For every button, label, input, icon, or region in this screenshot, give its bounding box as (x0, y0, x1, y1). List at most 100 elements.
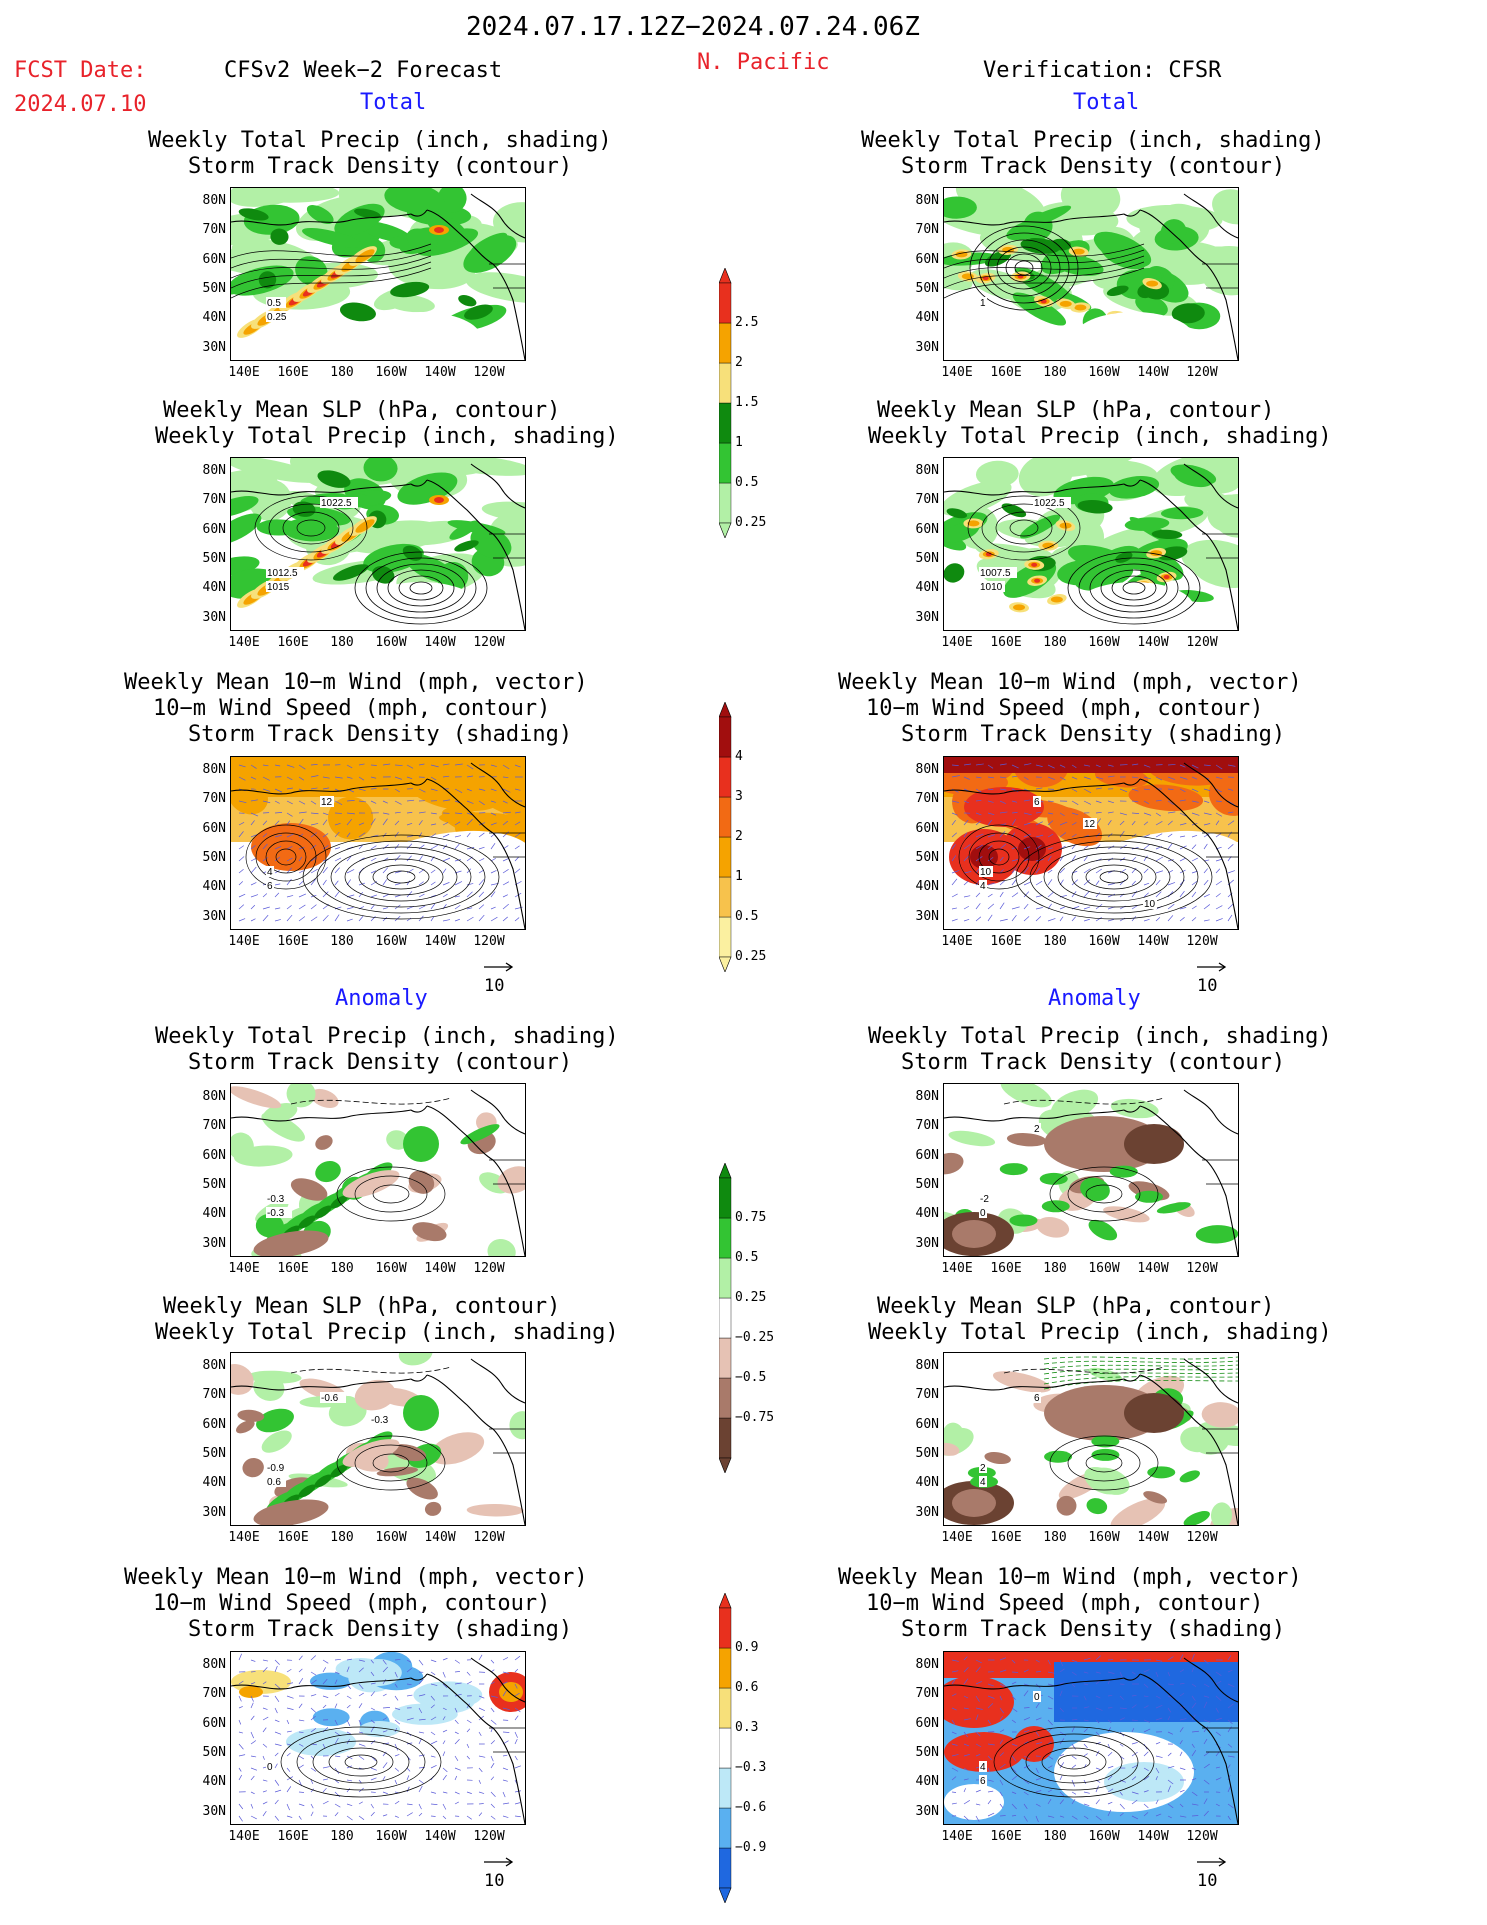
p9-title-2: 10−m Wind Speed (mph, contour) (153, 1591, 551, 1616)
map-panel-p3: 4 6 12 (230, 756, 526, 930)
lat-tick-label: 60N (915, 251, 939, 267)
lon-tick-label: 160W (375, 1829, 407, 1844)
colorbar-tick-label: 0.3 (735, 1720, 759, 1735)
lat-tick-label: 40N (202, 1774, 226, 1790)
fcst-date-label: FCST Date: (14, 58, 147, 83)
map-canvas: 1012.5 1015 1022.5 (231, 458, 525, 630)
p6-title-3: Storm Track Density (shading) (901, 722, 1286, 747)
lon-tick-label: 140E (941, 365, 973, 380)
p6-title-2: 10−m Wind Speed (mph, contour) (866, 696, 1264, 721)
lat-tick-label: 30N (202, 1504, 226, 1520)
contour-label: 12 (321, 797, 333, 808)
contour-label: 2 (980, 1463, 986, 1474)
lon-tick-label: 140W (1137, 635, 1169, 650)
lat-tick-label: 60N (915, 521, 939, 537)
colorbar-canvas (718, 1592, 732, 1904)
lon-tick-label: 180 (1043, 365, 1067, 380)
lon-tick-label: 180 (1043, 1530, 1067, 1545)
lat-tick-label: 30N (915, 908, 939, 924)
lon-tick-label: 160W (375, 1261, 407, 1276)
contour-label: 0 (1034, 1692, 1040, 1703)
map-canvas: 4 6 0 (944, 1652, 1238, 1824)
contour-label: 1 (980, 298, 986, 309)
lon-tick-label: 160E (990, 365, 1022, 380)
p8-title-2: Weekly Total Precip (inch, shading) (155, 1320, 619, 1345)
lon-tick-label: 120W (1186, 365, 1218, 380)
lon-tick-label: 180 (1043, 934, 1067, 949)
lat-tick-label: 40N (202, 1475, 226, 1491)
fcst-date-value: 2024.07.10 (14, 92, 147, 117)
contour-label: 1015 (267, 582, 290, 593)
arrow-right-icon (484, 1857, 514, 1867)
map-panel-p5: 1007.5 1010 1022.5 (943, 457, 1239, 631)
lat-tick-label: 70N (202, 1387, 226, 1403)
map-panel-p7: -0.3 -0.3 (230, 1083, 526, 1257)
lat-tick-label: 50N (915, 550, 939, 566)
contour-label: -0.3 (371, 1415, 389, 1426)
lon-tick-label: 140W (424, 1829, 456, 1844)
contour-label: -0.3 (267, 1194, 285, 1205)
colorbar-tick-label: 2 (735, 355, 743, 370)
lat-tick-label: 80N (202, 762, 226, 777)
contour-label: 1022.5 (321, 498, 352, 509)
p11-title-2: Weekly Total Precip (inch, shading) (868, 1320, 1332, 1345)
contour-label: 0 (980, 1208, 986, 1219)
colorbar-tick-label: −0.9 (735, 1840, 767, 1855)
arrow-right-icon (484, 962, 514, 972)
lon-tick-label: 120W (1186, 1261, 1218, 1276)
lat-tick-label: 70N (202, 1686, 226, 1702)
vector-ref-p6: 10 (1197, 958, 1227, 996)
contour-label: -0.6 (321, 1393, 339, 1404)
lon-tick-label: 160W (1088, 365, 1120, 380)
verification-title: Verification: CFSR (983, 58, 1222, 83)
lon-tick-label: 160E (990, 1530, 1022, 1545)
lon-tick-label: 140W (424, 365, 456, 380)
contour-label: 6 (1034, 1393, 1040, 1404)
lat-tick-label: 70N (915, 791, 939, 807)
lat-tick-label: 70N (915, 1686, 939, 1702)
lat-tick-label: 60N (915, 820, 939, 836)
map-panel-p1: 0.5 0.25 (230, 187, 526, 361)
lat-tick-label: 40N (915, 1206, 939, 1222)
lat-tick-label: 40N (202, 1206, 226, 1222)
lon-tick-label: 140E (228, 1829, 260, 1844)
lon-tick-label: 140W (1137, 1261, 1169, 1276)
lat-tick-label: 40N (915, 1475, 939, 1491)
colorbar-tick-label: 2.5 (735, 315, 759, 330)
lon-tick-label: 140E (228, 934, 260, 949)
lat-tick-label: 50N (915, 1744, 939, 1760)
lon-tick-label: 180 (330, 365, 354, 380)
p7-title-2: Storm Track Density (contour) (188, 1050, 573, 1075)
section-anomaly-left: Anomaly (335, 986, 428, 1011)
lat-tick-label: 80N (202, 463, 226, 478)
lat-tick-label: 80N (915, 1657, 939, 1672)
p9-title-1: Weekly Mean 10−m Wind (mph, vector) (124, 1565, 588, 1590)
lat-tick-label: 80N (202, 193, 226, 208)
lat-tick-label: 70N (202, 492, 226, 508)
lat-tick-label: 50N (915, 1176, 939, 1192)
colorbar-tick-label: 1 (735, 869, 743, 884)
colorbar-tick-label: 0.75 (735, 1210, 767, 1225)
lat-tick-label: 70N (915, 222, 939, 238)
section-total-left: Total (360, 90, 427, 115)
lat-tick-label: 50N (915, 849, 939, 865)
lat-tick-label: 50N (202, 280, 226, 296)
lon-tick-label: 180 (330, 1829, 354, 1844)
lon-tick-label: 160E (277, 1829, 309, 1844)
lat-tick-label: 30N (915, 609, 939, 625)
contour-label: -0.3 (267, 1208, 285, 1219)
lat-tick-label: 60N (202, 1715, 226, 1731)
contour-label: 1012.5 (267, 568, 298, 579)
contour-label: 0 (267, 1762, 273, 1773)
contour-label: -2 (980, 1194, 989, 1205)
lon-tick-label: 120W (1186, 1530, 1218, 1545)
contour-label: 4 (267, 867, 273, 878)
lat-tick-label: 80N (202, 1089, 226, 1104)
lat-tick-label: 40N (915, 879, 939, 895)
section-anomaly-right: Anomaly (1048, 986, 1141, 1011)
lon-tick-label: 140W (424, 635, 456, 650)
lon-tick-label: 180 (330, 1261, 354, 1276)
lat-tick-label: 70N (915, 1118, 939, 1134)
colorbar-tick-label: 0.6 (735, 1680, 759, 1695)
p1-title-1: Weekly Total Precip (inch, shading) (148, 128, 612, 153)
